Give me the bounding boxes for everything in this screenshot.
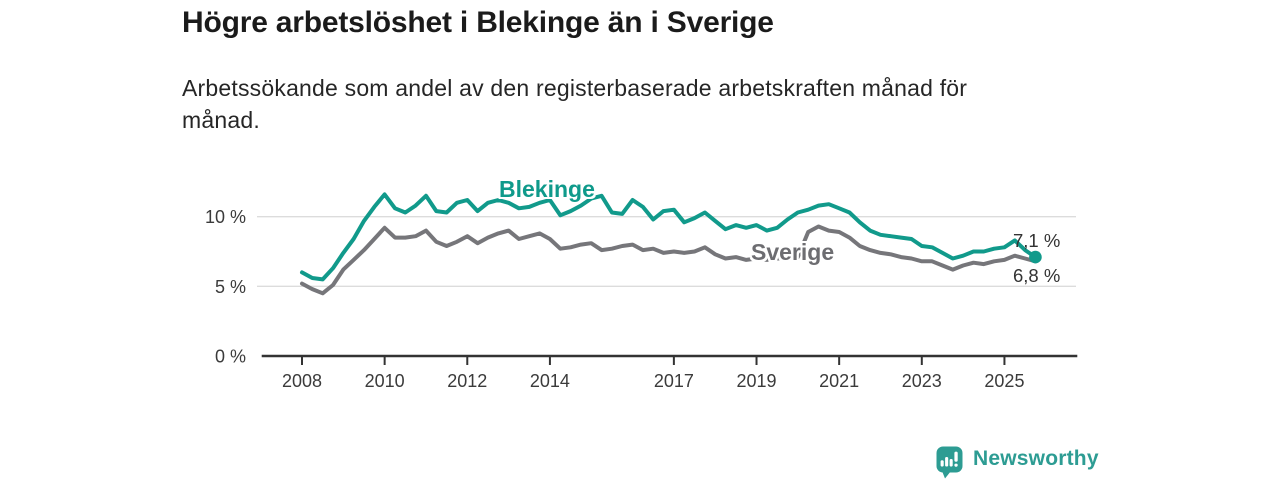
x-tick-label-2017: 2017 [654,371,694,391]
gridlines [257,215,1076,288]
x-tick-label-2014: 2014 [530,371,570,391]
y-tick-label-0: 0 % [215,347,246,367]
blekinge-series-label: Blekinge [499,176,595,202]
blekinge-end-dot [1029,250,1042,264]
series-lines [300,192,1042,296]
x-tick-label-2008: 2008 [282,371,322,391]
sverige-end-value: 6,8 % [1013,265,1061,286]
x-tick-label-2019: 2019 [736,371,776,391]
x-tick-label-2023: 2023 [902,371,942,391]
page-title: Högre arbetslöshet i Blekinge än i Sveri… [182,6,774,39]
x-tick-label-2012: 2012 [447,371,487,391]
chart-subtitle: Arbetssökande som andel av den registerb… [182,72,967,136]
sverige-line [300,224,1038,296]
newsworthy-logo-text: Newsworthy [973,447,1099,470]
newsworthy-bubble-icon [936,446,963,479]
newsworthy-logo[interactable]: Newsworthy [936,446,1099,479]
x-tick-label-2025: 2025 [984,371,1024,391]
y-tick-label-10: 10 % [205,207,246,227]
subtitle-line-1: Arbetssökande som andel av den registerb… [182,75,968,101]
blekinge-end-value: 7,1 % [1013,230,1061,251]
y-tick-label-5: 5 % [215,277,246,297]
x-axis [261,354,1078,365]
x-tick-label-2010: 2010 [365,371,405,391]
axis-labels: 0 % 5 % 10 % 2008 2010 2012 2014 2017 2019 2021 20… [205,207,1024,391]
subtitle-line-2: månad. [182,107,260,133]
blekinge-line [300,192,1038,282]
sverige-series-label: Sverige [751,239,835,265]
x-tick-label-2021: 2021 [819,371,859,391]
